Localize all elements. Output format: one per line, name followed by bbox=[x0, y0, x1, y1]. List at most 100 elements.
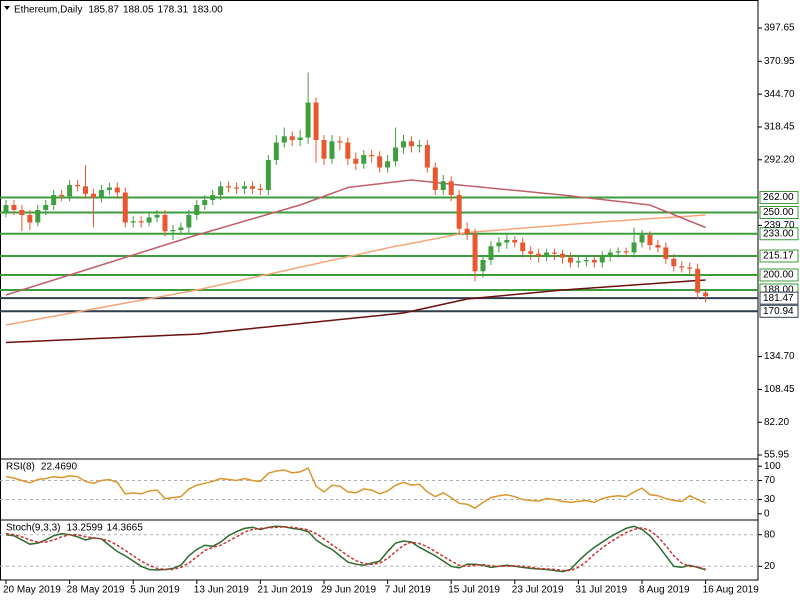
candle-body bbox=[59, 195, 65, 197]
level-label: 200.00 bbox=[763, 270, 794, 281]
candle-body bbox=[106, 187, 112, 191]
candle-body bbox=[226, 186, 232, 188]
level-label: 181.47 bbox=[763, 293, 794, 304]
candle-body bbox=[552, 252, 558, 254]
x-tick-label: 15 Jul 2019 bbox=[448, 585, 500, 596]
header-value: 183.00 bbox=[192, 5, 223, 16]
y-tick-label: 344.70 bbox=[764, 89, 795, 100]
level-label: 215.17 bbox=[763, 251, 794, 262]
candle-body bbox=[512, 239, 518, 243]
level-label: 233.00 bbox=[763, 228, 794, 239]
indicator-line bbox=[5, 526, 706, 572]
candle-body bbox=[210, 195, 216, 201]
candle-body bbox=[567, 257, 573, 263]
panel-title: Stoch(9,3,3) bbox=[6, 523, 60, 534]
candle-body bbox=[432, 167, 438, 191]
candle-body bbox=[297, 137, 303, 141]
candle-body bbox=[448, 181, 454, 196]
candle-body bbox=[186, 215, 192, 228]
candle-body bbox=[114, 187, 120, 193]
candle-body bbox=[83, 186, 88, 194]
header-value: 185.87 bbox=[88, 5, 119, 16]
candle-body bbox=[679, 266, 685, 268]
header-value: 188.05 bbox=[123, 5, 154, 16]
candle-body bbox=[337, 141, 343, 143]
candle-body bbox=[289, 136, 295, 141]
candle-body bbox=[345, 142, 351, 159]
candle-body bbox=[408, 141, 414, 147]
candle-body bbox=[154, 215, 160, 218]
candle-body bbox=[385, 161, 391, 168]
candle-body bbox=[138, 221, 144, 223]
candle-body bbox=[536, 253, 542, 257]
level-label: 250.00 bbox=[763, 207, 794, 218]
indicator-line bbox=[5, 279, 706, 344]
y-tick-label: 80 bbox=[764, 529, 776, 540]
level-label-box bbox=[759, 291, 799, 305]
y-tick-label: 370.95 bbox=[764, 56, 795, 67]
candle-body bbox=[130, 221, 136, 223]
candle-body bbox=[393, 147, 399, 162]
candle-body bbox=[528, 251, 534, 254]
level-label-box bbox=[759, 249, 799, 263]
candle-body bbox=[305, 102, 311, 138]
candle-body bbox=[440, 181, 446, 191]
y-tick-label: 0 bbox=[764, 508, 770, 519]
candle-body bbox=[631, 242, 637, 253]
candle-body bbox=[27, 215, 33, 223]
level-label-box bbox=[759, 268, 799, 282]
indicator-line bbox=[5, 525, 706, 573]
candle-body bbox=[3, 205, 9, 213]
candle-body bbox=[599, 256, 605, 263]
panel-title: RSI(8) bbox=[6, 462, 35, 473]
candle-body bbox=[424, 145, 430, 168]
menu-arrow[interactable] bbox=[4, 6, 10, 10]
candle-body bbox=[19, 210, 25, 216]
level-label: 262.00 bbox=[763, 192, 794, 203]
x-tick-label: 20 May 2019 bbox=[3, 585, 61, 596]
candle-body bbox=[695, 268, 701, 293]
y-tick-label: 100 bbox=[764, 461, 781, 472]
candle-body bbox=[560, 253, 565, 258]
candle-body bbox=[257, 188, 263, 191]
panel-title: Ethereum,Daily bbox=[14, 5, 82, 16]
candle-body bbox=[655, 244, 661, 248]
candle-body bbox=[623, 251, 629, 253]
candle-body bbox=[265, 160, 271, 191]
candle-body bbox=[663, 247, 669, 259]
candle-body bbox=[281, 136, 287, 143]
candle-body bbox=[43, 205, 49, 211]
candle-body bbox=[353, 158, 359, 164]
level-label-box bbox=[759, 206, 799, 220]
candle-body bbox=[321, 140, 327, 159]
candle-body bbox=[401, 141, 406, 148]
candle-body bbox=[687, 267, 693, 269]
y-tick-label: 397.65 bbox=[764, 23, 795, 34]
candle-body bbox=[647, 234, 653, 245]
x-tick-label: 5 Jun 2019 bbox=[130, 585, 180, 596]
candle-body bbox=[249, 186, 255, 189]
candle-body bbox=[583, 259, 589, 262]
x-tick-label: 28 May 2019 bbox=[67, 585, 125, 596]
candle-body bbox=[377, 156, 383, 168]
header-value: 13.2599 bbox=[66, 523, 103, 534]
candle-body bbox=[496, 242, 502, 247]
candle-body bbox=[122, 192, 128, 223]
candle-body bbox=[51, 195, 57, 206]
candle-body bbox=[234, 187, 240, 189]
level-label: 170.94 bbox=[763, 306, 794, 317]
x-tick-label: 21 Jun 2019 bbox=[257, 585, 312, 596]
y-tick-label: 82.20 bbox=[764, 417, 789, 428]
x-tick-label: 7 Jul 2019 bbox=[385, 585, 432, 596]
candle-body bbox=[242, 186, 247, 189]
y-tick-label: 55.95 bbox=[764, 450, 789, 461]
candle-body bbox=[35, 210, 41, 223]
candle-body bbox=[361, 155, 367, 164]
candle-body bbox=[178, 227, 184, 230]
candle-body bbox=[520, 242, 526, 252]
header-value: 14.3665 bbox=[107, 523, 144, 534]
candle-body bbox=[639, 234, 645, 243]
candle-body bbox=[11, 205, 17, 211]
candle-body bbox=[464, 228, 470, 234]
candle-body bbox=[170, 229, 176, 232]
